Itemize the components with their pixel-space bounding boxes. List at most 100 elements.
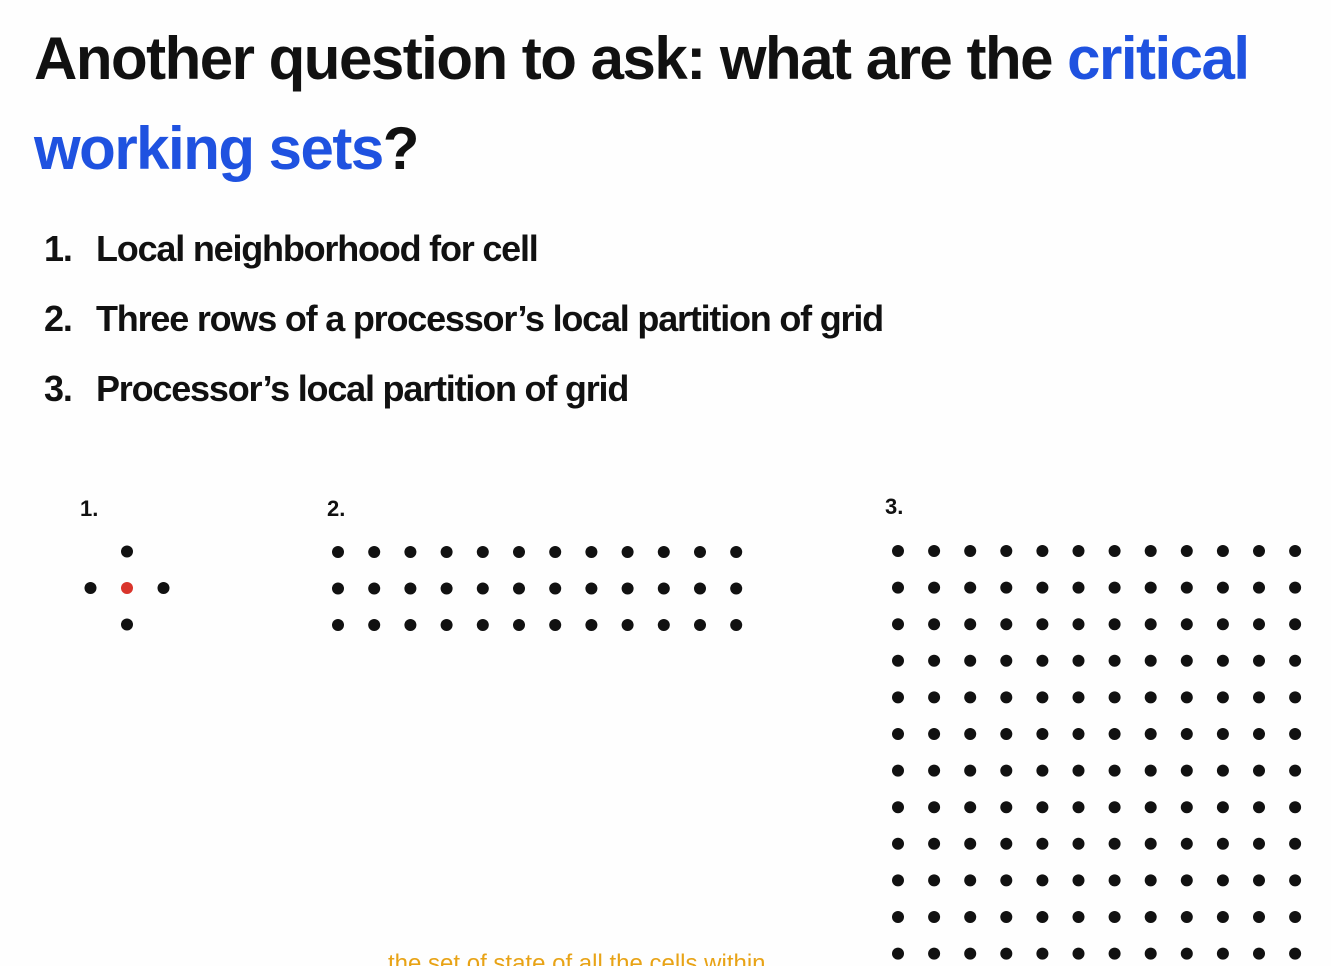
grid-dot — [1036, 618, 1049, 631]
grid-dot — [1000, 911, 1013, 923]
grid-dot — [964, 837, 977, 850]
grid-dot — [1036, 801, 1049, 814]
grid-dot — [928, 691, 941, 704]
grid-dot — [404, 582, 417, 595]
grid-dot — [694, 546, 706, 558]
grid-dot — [1289, 837, 1302, 850]
grid-dot — [892, 728, 904, 740]
list-item-text: Local neighborhood for cell — [96, 228, 539, 269]
grid-dot — [657, 619, 670, 631]
grid-dot — [1072, 581, 1085, 594]
grid-dot — [1036, 581, 1049, 594]
neighbor-dot-left — [84, 582, 97, 594]
grid-dot — [1000, 581, 1013, 594]
grid-dot — [892, 947, 904, 960]
grid-dot — [1253, 728, 1265, 740]
working-set-list: 1. Local neighborhood for cell 2. Three ro… — [44, 222, 884, 432]
grid-dot — [1180, 801, 1193, 814]
subtitle-caption: the set of state of all the cells within — [388, 950, 766, 966]
grid-dot — [1180, 837, 1193, 850]
grid-dot — [1216, 911, 1229, 923]
grid-dot — [892, 911, 904, 923]
diagram-1-stencil — [84, 545, 170, 631]
grid-dot — [1108, 728, 1121, 740]
grid-dot — [694, 619, 706, 631]
grid-dot — [1108, 874, 1121, 887]
grid-dot — [332, 582, 344, 595]
grid-dot — [730, 582, 743, 595]
grid-dot — [1289, 801, 1302, 814]
grid-dot — [730, 619, 743, 631]
grid-dot — [1144, 837, 1157, 850]
grid-dot — [585, 619, 598, 631]
grid-dot — [1144, 618, 1157, 631]
grid-dot — [1000, 545, 1013, 557]
grid-dot — [928, 618, 941, 631]
grid-dot — [513, 619, 525, 631]
grid-dot — [1180, 911, 1193, 923]
grid-dot — [1289, 581, 1302, 594]
grid-dot — [332, 546, 344, 558]
grid-dot — [1072, 874, 1085, 887]
grid-dot — [1144, 581, 1157, 594]
title-highlight-working-sets: working sets — [34, 115, 384, 182]
grid-dot — [1072, 654, 1085, 667]
grid-dot — [476, 619, 489, 631]
grid-dot — [657, 546, 670, 558]
grid-dot — [964, 764, 977, 777]
grid-dot — [892, 581, 904, 594]
neighbor-dot-top — [121, 545, 133, 558]
grid-dot — [621, 619, 634, 631]
diagram-2-three-rows — [332, 546, 743, 631]
grid-dot — [332, 619, 344, 631]
grid-dot — [1072, 911, 1085, 923]
grid-dot — [1144, 545, 1157, 557]
grid-dot — [1289, 654, 1302, 667]
grid-dot — [1144, 654, 1157, 667]
grid-dot — [1180, 581, 1193, 594]
slide-title: Another question to ask: what are the cr… — [34, 14, 1294, 194]
grid-dot — [1216, 947, 1229, 960]
grid-dot — [1108, 764, 1121, 777]
grid-dot — [585, 582, 598, 595]
grid-dot — [1036, 728, 1049, 740]
grid-dot — [368, 546, 381, 558]
grid-dot — [892, 618, 904, 631]
grid-dot — [1180, 654, 1193, 667]
grid-dot — [1036, 911, 1049, 923]
grid-dot — [1072, 728, 1085, 740]
grid-dot — [1036, 764, 1049, 777]
diagram-3-partition — [892, 545, 1302, 960]
grid-dot — [1180, 728, 1193, 740]
grid-dot — [1000, 654, 1013, 667]
grid-dot — [1144, 764, 1157, 777]
grid-dot — [1036, 691, 1049, 704]
neighbor-dot-right — [157, 582, 170, 594]
title-highlight-critical: critical — [1067, 25, 1250, 92]
grid-dot — [892, 691, 904, 704]
grid-dot — [928, 764, 941, 777]
list-item: 1. Local neighborhood for cell — [44, 222, 883, 292]
grid-dot — [1253, 581, 1265, 594]
grid-dot — [964, 911, 977, 923]
grid-dot — [1000, 618, 1013, 631]
grid-dot — [964, 581, 977, 594]
grid-dot — [1180, 874, 1193, 887]
grid-dot — [1253, 837, 1265, 850]
grid-dot — [368, 619, 381, 631]
grid-dot — [1253, 618, 1265, 631]
grid-dot — [1144, 728, 1157, 740]
grid-dot — [476, 582, 489, 595]
grid-dot — [1000, 947, 1013, 960]
grid-dot — [1216, 654, 1229, 667]
grid-dot — [892, 874, 904, 887]
grid-dot — [694, 582, 706, 595]
grid-dot — [1180, 764, 1193, 777]
grid-dot — [1108, 581, 1121, 594]
grid-dot — [549, 619, 562, 631]
grid-dot — [1180, 545, 1193, 557]
grid-dot — [1253, 874, 1265, 887]
grid-dot — [928, 581, 941, 594]
grid-dot — [892, 654, 904, 667]
